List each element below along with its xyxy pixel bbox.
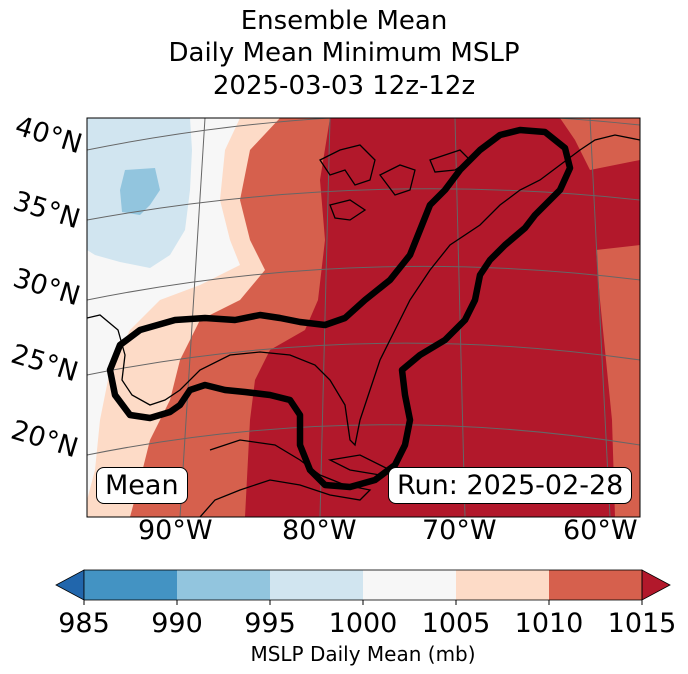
- mslp-map: [86, 117, 641, 518]
- cb-tick-1000: 1000: [328, 608, 398, 639]
- lon-label-80w: 80°W: [282, 515, 357, 546]
- colorbar-label: MSLP Daily Mean (mb): [250, 642, 476, 666]
- title-line-3: 2025-03-03 12z-12z: [212, 71, 476, 101]
- cb-tick-1010: 1010: [514, 608, 584, 639]
- colorbar-segment-985-990: [84, 570, 177, 600]
- colorbar-segment-1010-1015: [549, 570, 642, 600]
- lon-label-90w: 90°W: [138, 515, 213, 546]
- threshold-contour: [106, 126, 574, 491]
- run-date-box: Run: 2025-02-28: [388, 467, 633, 504]
- field-1010-1015-ne: [560, 118, 640, 170]
- colorbar-extend-low: [55, 569, 85, 601]
- mean-label-box: Mean: [96, 467, 188, 504]
- colorbar-segment-990-995: [177, 570, 270, 600]
- colorbar-segment-995-1000: [270, 570, 363, 600]
- cb-tick-1015: 1015: [607, 608, 677, 639]
- colorbar-extend-high: [641, 569, 671, 601]
- lon-label-70w: 70°W: [422, 515, 497, 546]
- title-line-1: Ensemble Mean: [240, 6, 448, 36]
- cb-tick-1005: 1005: [421, 608, 491, 639]
- cb-tick-990: 990: [151, 608, 203, 639]
- colorbar-segment-1000-1005: [363, 570, 456, 600]
- cb-tick-985: 985: [58, 608, 110, 639]
- field-1010-1015-east: [596, 245, 640, 517]
- map-frame: [86, 117, 641, 518]
- colorbar-segment-1005-1010: [456, 570, 549, 600]
- cb-tick-995: 995: [244, 608, 296, 639]
- lon-label-60w: 60°W: [563, 515, 638, 546]
- mslp-field: [87, 118, 640, 517]
- field-990-995: [120, 168, 160, 215]
- title-line-2: Daily Mean Minimum MSLP: [168, 38, 520, 68]
